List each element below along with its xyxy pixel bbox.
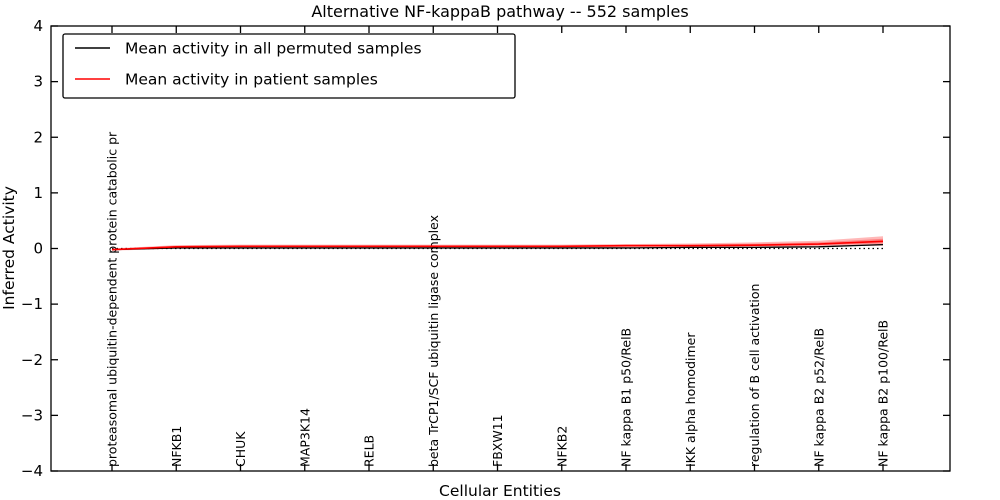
x-category-label: beta TrCP1/SCF ubiquitin ligase complex bbox=[426, 215, 441, 467]
legend: Mean activity in all permuted samples Me… bbox=[62, 33, 516, 99]
legend-box bbox=[62, 33, 516, 99]
y-axis-label: Inferred Activity bbox=[0, 186, 18, 310]
x-category-label: NF kappa B1 p50/RelB bbox=[619, 328, 634, 467]
legend-label-permuted: Mean activity in all permuted samples bbox=[125, 40, 422, 58]
y-tick-label: 4 bbox=[33, 17, 43, 35]
y-tick-label: −1 bbox=[21, 295, 43, 313]
legend-label-patient: Mean activity in patient samples bbox=[125, 71, 378, 89]
x-category-label: IKK alpha homodimer bbox=[683, 332, 698, 467]
x-category-label: FBXW11 bbox=[490, 414, 505, 467]
y-tick-label: 3 bbox=[33, 73, 43, 91]
series-layer bbox=[111, 236, 884, 251]
x-category-label: NF kappa B2 p100/RelB bbox=[876, 320, 891, 467]
x-category-label: proteasomal ubiquitin-dependent protein … bbox=[105, 131, 120, 467]
patient-mean-line bbox=[111, 240, 884, 251]
x-category-label: MAP3K14 bbox=[297, 408, 312, 467]
chart-title: Alternative NF-kappaB pathway -- 552 sam… bbox=[311, 2, 688, 21]
x-category-label: NFKB2 bbox=[554, 426, 569, 467]
y-tick-label: 0 bbox=[33, 240, 43, 258]
y-tick-label: −4 bbox=[21, 462, 43, 480]
x-category-label: NFKB1 bbox=[169, 426, 184, 467]
axes-layer: 4 3 2 1 0 −1 −2 −3 −4 bbox=[21, 17, 951, 480]
x-category-label: RELB bbox=[362, 435, 377, 467]
y-tick-label: 1 bbox=[33, 184, 43, 202]
patient-std-band-inner bbox=[112, 238, 883, 251]
x-category-label: NF kappa B2 p52/RelB bbox=[811, 328, 826, 467]
x-category-layer: proteasomal ubiquitin-dependent protein … bbox=[105, 131, 891, 467]
x-category-label: CHUK bbox=[233, 431, 248, 467]
permuted-mean-line bbox=[111, 243, 884, 251]
y-tick-label: 2 bbox=[33, 128, 43, 146]
y-tick-label: −3 bbox=[21, 406, 43, 424]
x-category-label: regulation of B cell activation bbox=[747, 284, 762, 467]
y-tick-label: −2 bbox=[21, 351, 43, 369]
x-axis-label: Cellular Entities bbox=[439, 482, 561, 500]
